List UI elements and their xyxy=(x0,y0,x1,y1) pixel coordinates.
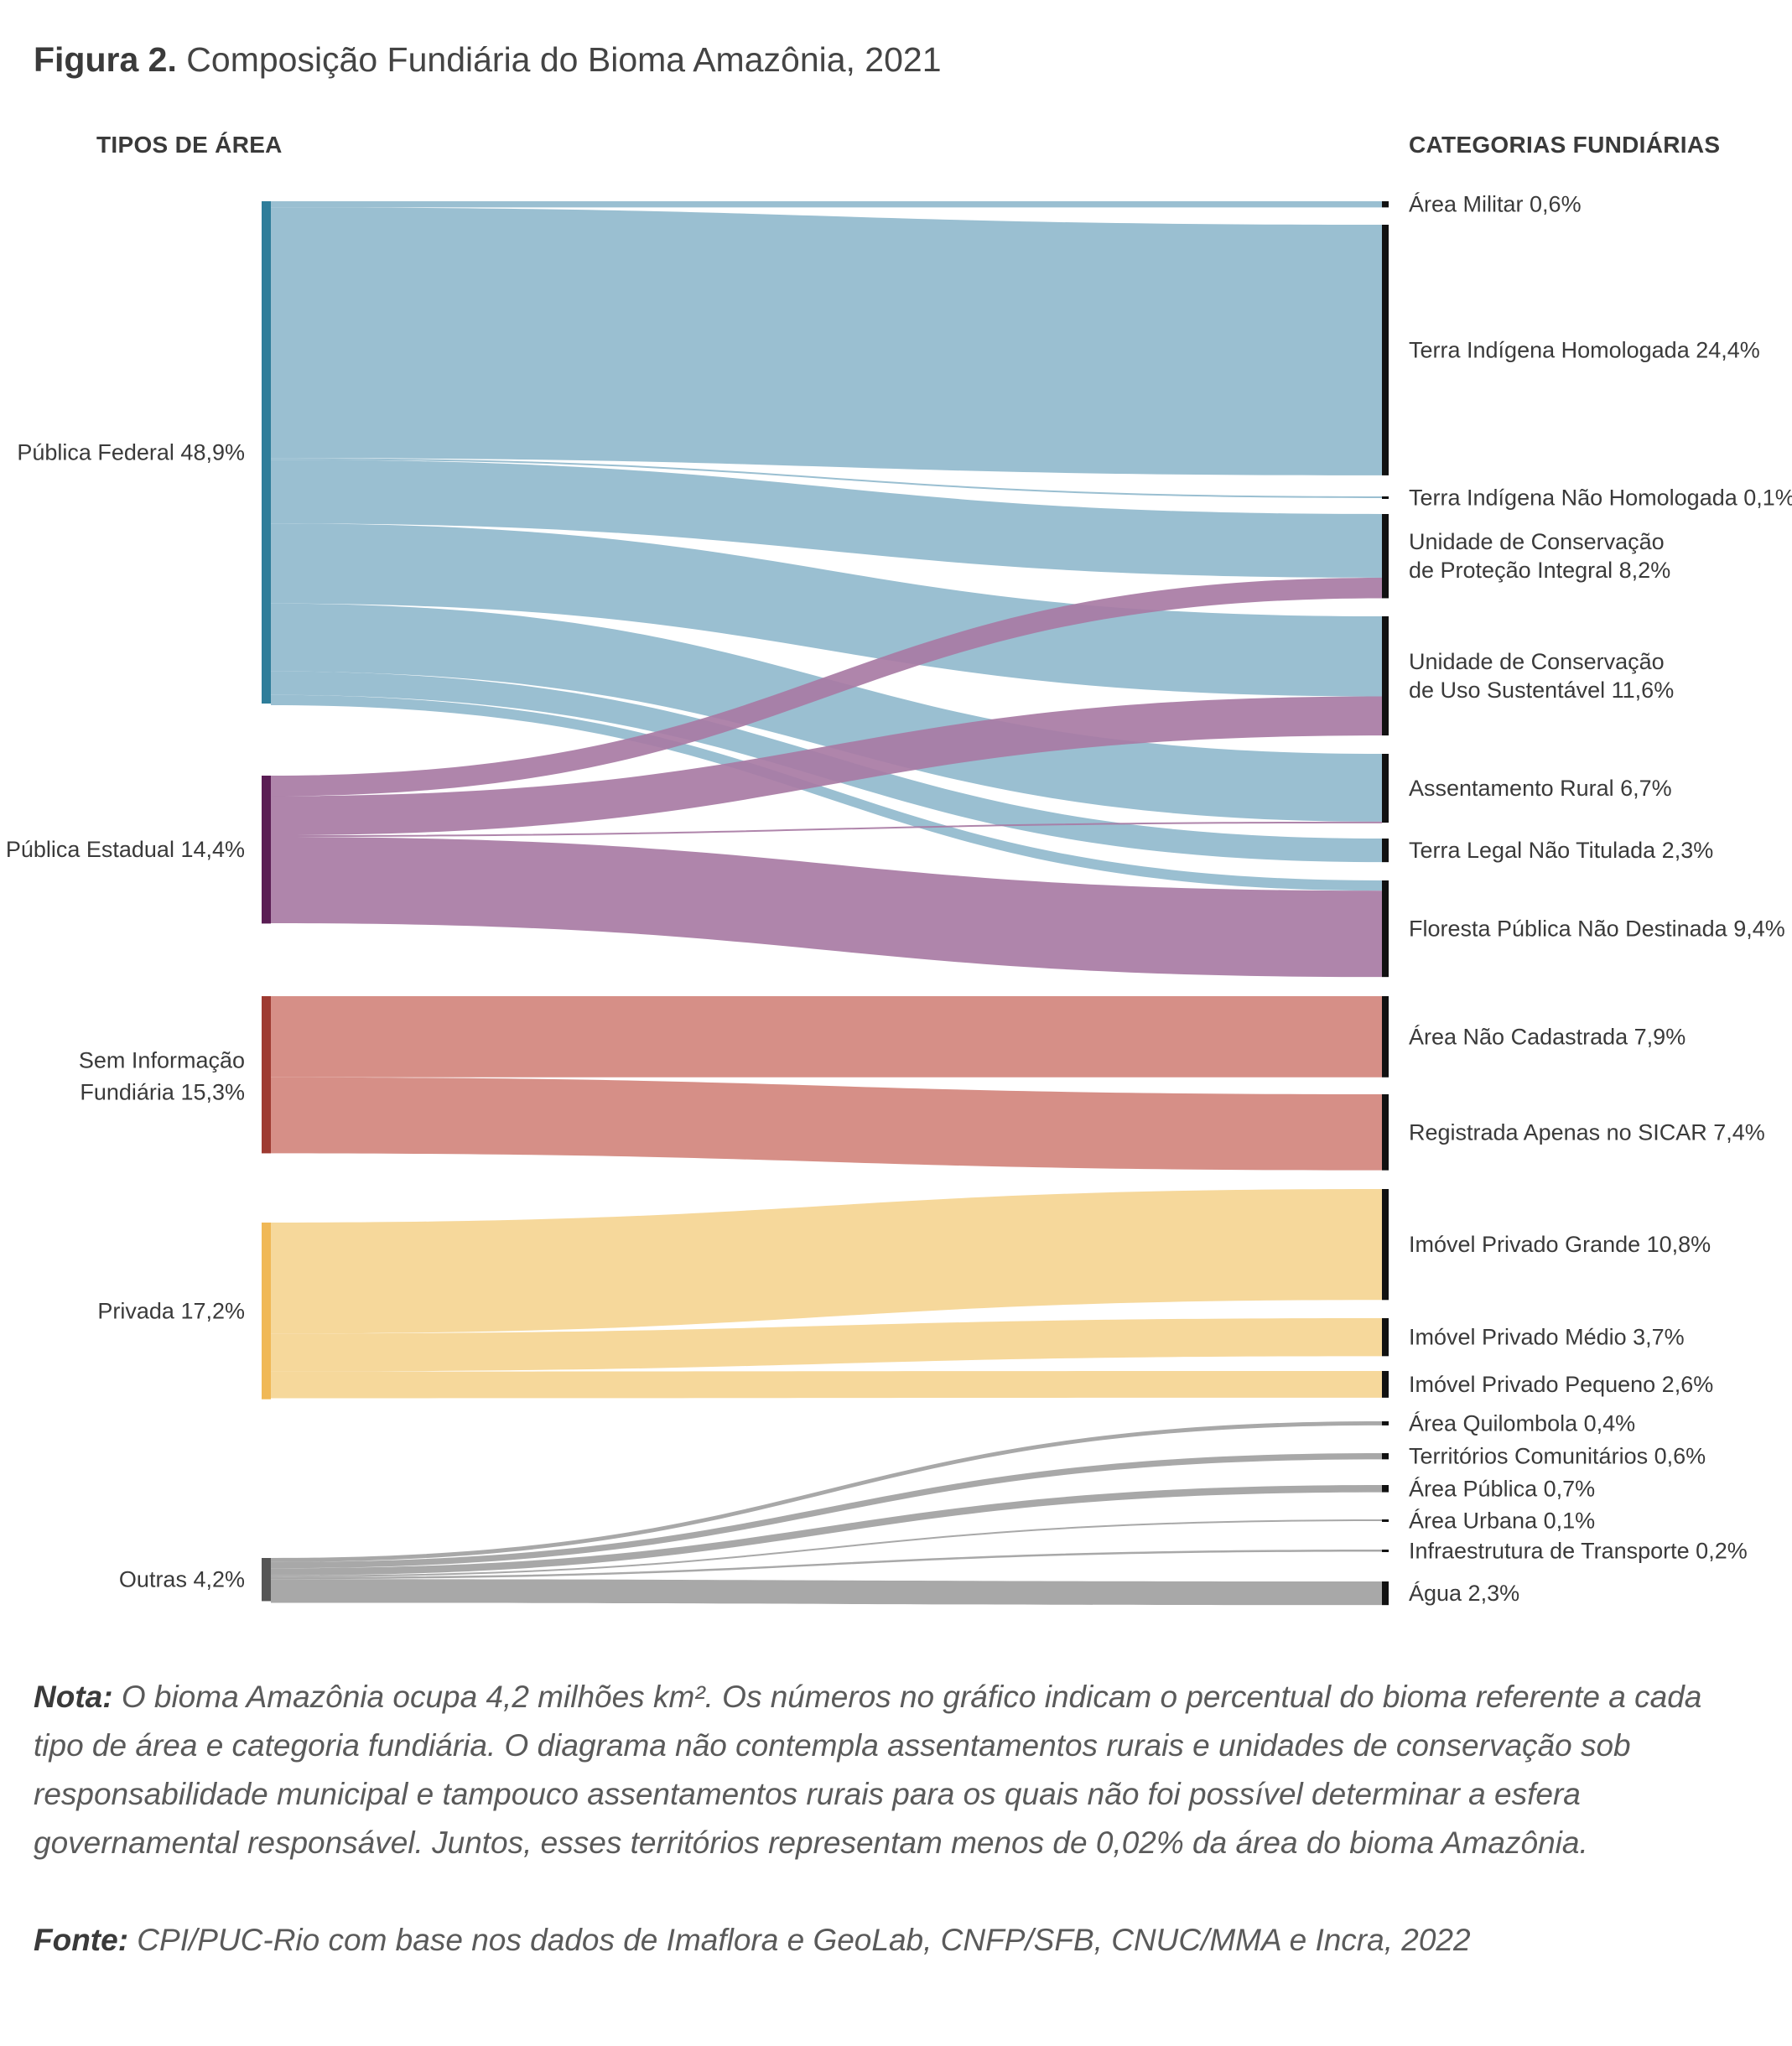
target-node-ipp xyxy=(1382,1371,1389,1398)
link-federal-fpnd xyxy=(271,694,1382,891)
figure-title: Figura 2. Composição Fundiária do Bioma … xyxy=(34,40,942,80)
links-group xyxy=(271,201,1382,1606)
source-paragraph: Fonte: CPI/PUC-Rio com base nos dados de… xyxy=(34,1916,1744,1965)
target-label-tinh: Terra Indígena Não Homologada 0,1% xyxy=(1409,486,1792,511)
target-node-ipm xyxy=(1382,1318,1389,1357)
link-seminfo-anc xyxy=(271,996,1382,1078)
link-privada-ipg xyxy=(271,1189,1382,1334)
target-label-agua: Água 2,3% xyxy=(1409,1581,1519,1606)
link-outras-agua xyxy=(271,1579,1382,1606)
source-label-federal: Pública Federal 48,9% xyxy=(17,440,245,465)
target-label-terrcom: Territórios Comunitários 0,6% xyxy=(1409,1444,1706,1469)
target-label-ipm: Imóvel Privado Médio 3,7% xyxy=(1409,1325,1685,1350)
target-label-quil: Área Quilombola 0,4% xyxy=(1409,1410,1635,1436)
target-node-tinh xyxy=(1382,496,1389,499)
target-node-areapub xyxy=(1382,1485,1389,1493)
note-paragraph: Nota: O bioma Amazônia ocupa 4,2 milhões… xyxy=(34,1673,1744,1867)
target-label-anc: Área Não Cadastrada 7,9% xyxy=(1409,1024,1686,1049)
figure-label: Figura 2. xyxy=(34,40,177,79)
link-estadual-ucus xyxy=(271,696,1382,836)
link-estadual-assent xyxy=(271,821,1382,838)
link-outras-urbana xyxy=(271,1519,1382,1577)
link-privada-ipp xyxy=(271,1371,1382,1399)
target-label-assent: Assentamento Rural 6,7% xyxy=(1409,776,1672,801)
link-outras-terrcom xyxy=(271,1453,1382,1569)
target-node-quil xyxy=(1382,1421,1389,1425)
source-label-outras: Outras 4,2% xyxy=(119,1567,245,1592)
target-label-ucpi: Unidade de Conservação de Proteção Integr… xyxy=(1409,529,1670,583)
link-federal-ucpi xyxy=(271,460,1382,578)
link-federal-assent xyxy=(271,603,1382,822)
source-label-seminfo: Sem Informação Fundiária 15,3% xyxy=(79,1048,245,1105)
sankey-diagram: Pública Federal 48,9% Pública Estadual 14… xyxy=(6,192,1792,1606)
target-label-ipg: Imóvel Privado Grande 10,8% xyxy=(1409,1232,1711,1257)
target-node-ucpi xyxy=(1382,514,1389,599)
source-node-outras xyxy=(262,1558,271,1602)
target-node-militar xyxy=(1382,201,1389,208)
source-label: Fonte: xyxy=(34,1923,129,1957)
link-estadual-fpnd xyxy=(271,837,1382,978)
figure-title-text: Composição Fundiária do Bioma Amazônia, … xyxy=(186,40,942,79)
target-node-urbana xyxy=(1382,1519,1389,1522)
target-node-tlnt xyxy=(1382,839,1389,863)
target-label-sicar: Registrada Apenas no SICAR 7,4% xyxy=(1409,1119,1765,1145)
link-outras-areapub xyxy=(271,1485,1382,1576)
source-node-estadual xyxy=(262,776,271,924)
target-label-tih: Terra Indígena Homologada 24,4% xyxy=(1409,337,1760,362)
source-label-estadual: Pública Estadual 14,4% xyxy=(6,837,245,862)
target-label-fpnd: Floresta Pública Não Destinada 9,4% xyxy=(1409,917,1785,942)
link-outras-quil xyxy=(271,1421,1382,1562)
link-outras-infra xyxy=(271,1550,1382,1580)
link-federal-militar xyxy=(271,201,1382,208)
target-label-ucus: Unidade de Conservação de Uso Sustentável… xyxy=(1409,649,1674,703)
target-node-sicar xyxy=(1382,1094,1389,1171)
target-label-militar: Área Militar 0,6% xyxy=(1409,192,1582,217)
link-seminfo-sicar xyxy=(271,1077,1382,1171)
target-node-tih xyxy=(1382,225,1389,475)
source-node-seminfo xyxy=(262,996,271,1154)
target-node-terrcom xyxy=(1382,1453,1389,1460)
target-node-infra xyxy=(1382,1550,1389,1552)
right-column-header: CATEGORIAS FUNDIÁRIAS xyxy=(1409,132,1721,158)
target-label-ipp: Imóvel Privado Pequeno 2,6% xyxy=(1409,1372,1713,1397)
link-privada-ipm xyxy=(271,1318,1382,1372)
target-node-agua xyxy=(1382,1581,1389,1606)
note-text: O bioma Amazônia ocupa 4,2 milhões km². … xyxy=(34,1680,1702,1860)
source-text: CPI/PUC-Rio com base nos dados de Imaflo… xyxy=(128,1923,1471,1957)
target-node-fpnd xyxy=(1382,880,1389,978)
note-label: Nota: xyxy=(34,1680,113,1714)
target-node-anc xyxy=(1382,996,1389,1078)
source-node-privada xyxy=(262,1223,271,1399)
target-label-tlnt: Terra Legal Não Titulada 2,3% xyxy=(1409,838,1713,863)
target-label-infra: Infraestrutura de Transporte 0,2% xyxy=(1409,1539,1748,1564)
source-node-federal xyxy=(262,201,271,704)
target-node-ipg xyxy=(1382,1189,1389,1301)
link-federal-ucus xyxy=(271,523,1382,697)
left-column-header: TIPOS DE ÁREA xyxy=(96,132,283,158)
nodes-group: Pública Federal 48,9% Pública Estadual 14… xyxy=(6,192,1792,1606)
link-federal-tinh xyxy=(271,458,1382,498)
target-label-urbana: Área Urbana 0,1% xyxy=(1409,1509,1595,1534)
link-federal-tih xyxy=(271,207,1382,475)
link-estadual-ucpi xyxy=(271,577,1382,797)
target-node-assent xyxy=(1382,754,1389,823)
target-node-ucus xyxy=(1382,616,1389,736)
source-label-privada: Privada 17,2% xyxy=(97,1298,245,1323)
target-label-areapub: Área Pública 0,7% xyxy=(1409,1476,1595,1501)
